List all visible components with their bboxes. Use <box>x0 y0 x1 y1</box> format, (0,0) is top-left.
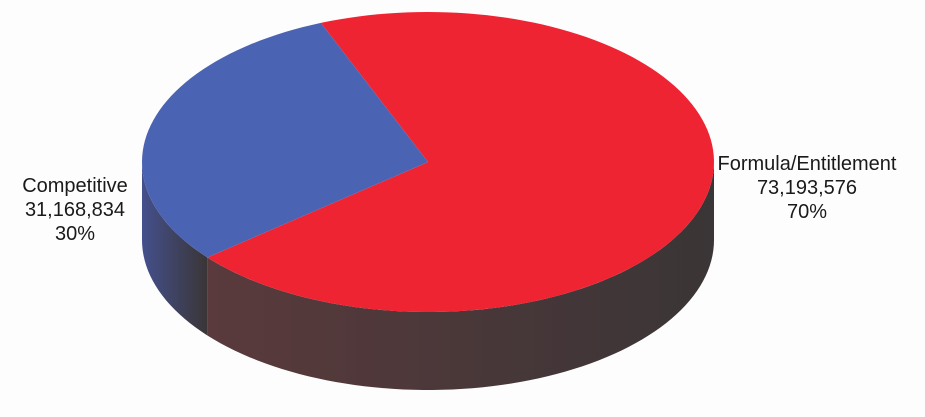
slice-label-competitive: Competitive 31,168,834 30% <box>0 174 150 246</box>
slice-value-formula-entitlement: 73,193,576 <box>756 177 858 199</box>
slice-value-competitive: 31,168,834 <box>24 199 126 221</box>
slice-name-formula-entitlement: Formula/Entitlement <box>717 153 897 175</box>
slice-percent-competitive: 30% <box>54 223 96 245</box>
slice-label-formula-entitlement: Formula/Entitlement 73,193,576 70% <box>692 152 922 224</box>
pie-side-competitive <box>142 162 208 336</box>
pie-slice-competitive <box>142 22 428 258</box>
pie-slice-formula-entitlement <box>207 12 714 312</box>
slice-percent-formula-entitlement: 70% <box>786 201 828 223</box>
slice-name-competitive: Competitive <box>22 175 128 197</box>
pie-side-formula-entitlement <box>207 162 714 390</box>
